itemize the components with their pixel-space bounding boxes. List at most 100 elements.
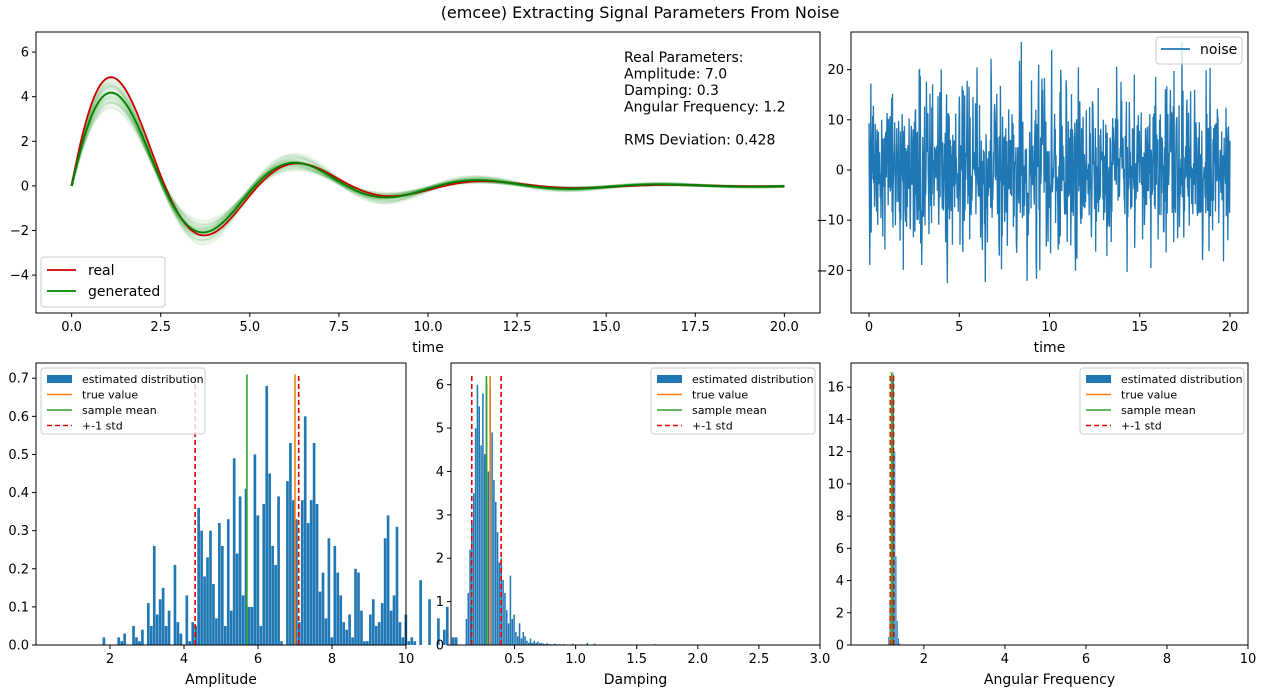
histogram-bar — [390, 611, 393, 645]
x-tick-label: 1.0 — [565, 652, 586, 667]
histogram-bar — [513, 615, 515, 645]
x-tick-label: 2.5 — [749, 652, 770, 667]
histogram-bar — [894, 452, 895, 645]
histogram-bar — [475, 428, 477, 645]
histogram-bar — [473, 493, 475, 645]
histogram-bar — [277, 496, 280, 645]
x-axis-label: Angular Frequency — [984, 672, 1115, 688]
histogram-bar — [888, 637, 889, 645]
histogram-bar — [510, 576, 512, 645]
y-tick-label: 4 — [21, 90, 29, 105]
legend-label-true_value: true value — [82, 389, 138, 402]
legend-label-estimated_distribution: estimated distribution — [1121, 373, 1243, 386]
histogram-bar — [511, 619, 513, 645]
histogram-bar — [493, 480, 495, 645]
histogram-bar — [227, 519, 230, 645]
y-tick-label: 20 — [827, 63, 844, 78]
histogram-bar — [521, 638, 523, 645]
legend-swatch-estimated_distribution — [657, 375, 682, 383]
y-tick-label: 0.5 — [8, 448, 29, 463]
y-tick-label: 2 — [21, 135, 29, 150]
histogram-bar — [259, 626, 262, 645]
histogram-bar — [150, 626, 153, 645]
y-tick-label: −10 — [817, 214, 844, 229]
histogram-bar — [233, 458, 236, 645]
x-tick-label: 2 — [106, 652, 114, 667]
histogram-bar — [495, 502, 497, 645]
histogram-bar — [348, 615, 351, 645]
x-tick-label: 8 — [328, 652, 336, 667]
histogram-bar — [271, 546, 274, 645]
histogram-bar — [482, 393, 484, 645]
histogram-bar — [522, 632, 524, 645]
legend-label-sample_mean: sample mean — [1121, 404, 1196, 417]
histogram-bar — [177, 622, 180, 645]
histogram-bar — [135, 637, 138, 645]
histogram-bar — [366, 641, 369, 645]
histogram-bar — [221, 546, 224, 645]
x-tick-label: 4 — [180, 652, 188, 667]
y-tick-label: 0 — [836, 639, 844, 654]
legend-label-noise: noise — [1200, 42, 1237, 58]
y-tick-label: −4 — [10, 269, 29, 284]
y-tick-label: −20 — [817, 264, 844, 279]
histogram-bar — [310, 500, 313, 645]
histogram-bar — [224, 626, 227, 645]
annotation-line: Damping: 0.3 — [624, 83, 719, 99]
histogram-bar — [218, 523, 221, 645]
x-tick-label: 5 — [955, 320, 963, 335]
y-tick-label: 6 — [436, 378, 444, 393]
y-tick-label: 0.2 — [8, 562, 29, 577]
histogram-bar — [117, 637, 120, 645]
annotation-line: RMS Deviation: 0.428 — [624, 133, 775, 149]
y-tick-label: 0 — [836, 163, 844, 178]
histogram-bar — [477, 385, 479, 645]
histogram-bar — [484, 454, 486, 645]
histogram-bar — [363, 641, 366, 645]
histogram-bar — [898, 639, 899, 645]
x-tick-label: 1.5 — [626, 652, 647, 667]
histogram-bar — [274, 565, 277, 645]
histogram-bar — [147, 603, 150, 645]
histogram-bar — [212, 584, 215, 645]
y-tick-label: 0.3 — [8, 524, 29, 539]
histogram-bar — [268, 474, 271, 645]
histogram-bar — [319, 592, 322, 645]
histogram-bar — [209, 531, 212, 645]
x-tick-label: 2 — [920, 652, 928, 667]
histogram-bar — [381, 603, 384, 645]
legend-label-std: +-1 std — [82, 420, 123, 433]
histogram-bar — [446, 607, 449, 645]
x-tick-label: 12.5 — [503, 320, 532, 335]
histogram-bar — [313, 443, 316, 645]
x-tick-label: 5.0 — [239, 320, 260, 335]
histogram-bar — [138, 641, 141, 645]
histogram-bar — [342, 622, 345, 645]
histogram-bar — [280, 641, 283, 645]
x-tick-label: 2.0 — [687, 652, 708, 667]
histogram-bar — [468, 593, 470, 645]
histogram-bar — [413, 641, 416, 645]
histogram-bar — [141, 630, 144, 645]
histogram-bar — [499, 563, 501, 645]
histogram-bar — [378, 622, 381, 645]
histogram-bar — [331, 637, 334, 645]
x-tick-label: 2.5 — [150, 320, 171, 335]
y-tick-label: 10 — [827, 113, 844, 128]
annotation-line: Real Parameters: — [624, 50, 743, 66]
histogram-bar — [168, 611, 171, 645]
x-tick-label: 0.5 — [504, 652, 525, 667]
y-tick-label: 0 — [436, 639, 444, 654]
histogram-bar — [357, 573, 360, 645]
histogram-bar — [428, 599, 431, 645]
x-axis-label: time — [1034, 340, 1066, 356]
x-axis-label: Amplitude — [185, 672, 257, 688]
x-tick-label: 10 — [398, 652, 415, 667]
histogram-bar — [372, 599, 375, 645]
histogram-bar — [239, 496, 242, 645]
